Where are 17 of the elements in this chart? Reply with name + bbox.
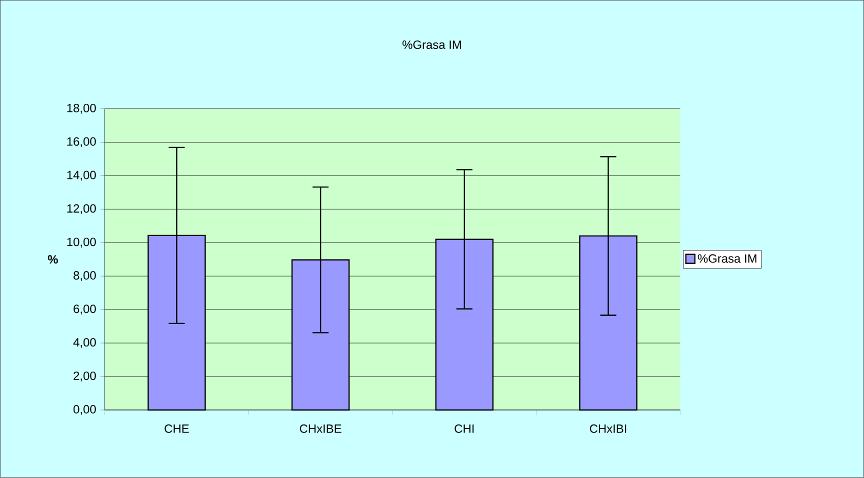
- y-tick-label: 16,00: [67, 137, 96, 148]
- x-tick-label: CHE: [164, 424, 189, 434]
- chart-title: %Grasa IM: [402, 40, 461, 50]
- y-tick-label: 10,00: [67, 238, 96, 248]
- x-tick-label: CHxIBE: [300, 424, 342, 434]
- y-tick-label: 14,00: [67, 170, 96, 181]
- y-tick-label: 12,00: [67, 204, 96, 214]
- y-tick-label: 8,00: [74, 271, 96, 282]
- y-axis-title: %: [48, 255, 58, 264]
- x-tick-label: CHxIBI: [590, 424, 626, 434]
- y-tick-label: 0,00: [74, 405, 96, 416]
- legend-label: %Grasa IM: [698, 254, 756, 263]
- y-tick-label: 2,00: [74, 372, 96, 382]
- y-tick-label: 4,00: [73, 338, 96, 348]
- y-tick-label: 6,00: [74, 304, 96, 315]
- y-tick-label: 18,00: [67, 104, 96, 114]
- x-tick-label: CHI: [454, 424, 474, 434]
